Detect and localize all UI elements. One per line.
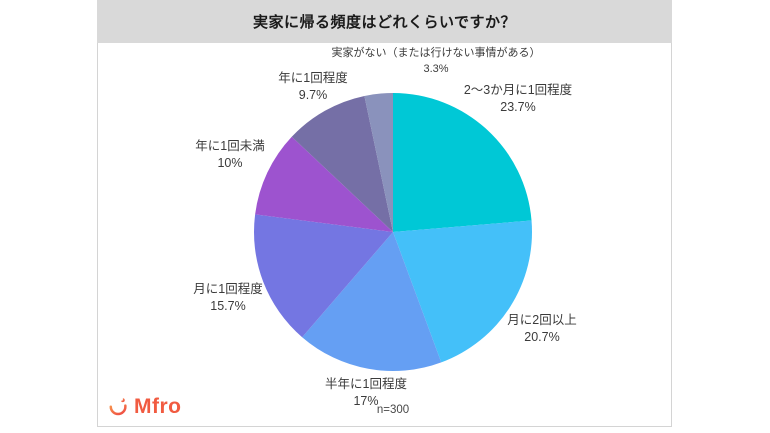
- pie-label-once-a-year: 年に1回程度 9.7%: [278, 70, 347, 104]
- chart-title-bar: 実家に帰る頻度はどれくらいですか？: [97, 0, 672, 43]
- pie-label-text: 月に2回以上: [507, 313, 577, 327]
- pie-label-value: 20.7%: [524, 330, 560, 344]
- pie-label-twice-a-month: 月に2回以上 20.7%: [507, 312, 576, 346]
- mfro-logo-icon: [109, 397, 127, 415]
- pie-slice-6: [364, 93, 393, 232]
- pie-slice-4: [255, 136, 393, 232]
- pie-label-value: 23.7%: [500, 100, 536, 114]
- pie-slice-2: [302, 232, 442, 371]
- pie-slice-0: [393, 93, 532, 232]
- pie-label-every-half-year: 半年に1回程度 17%: [325, 376, 407, 410]
- pie-label-text: 半年に1回程度: [325, 377, 407, 391]
- pie-slice-5: [291, 95, 393, 232]
- mfro-logo-text: Mfro: [134, 395, 182, 418]
- pie-label-value: 17%: [353, 394, 379, 408]
- pie-label-no-home: 実家がない（または行けない事情がある） 3.3%: [332, 45, 541, 77]
- pie-label-value: 3.3%: [423, 63, 449, 75]
- pie-chart: [253, 93, 533, 371]
- chart-title: 実家に帰る頻度はどれくらいですか？: [252, 14, 517, 31]
- pie-label-once-a-month: 月に1回程度 15.7%: [193, 281, 262, 315]
- pie-slice-3: [253, 214, 393, 338]
- pie-slice-1: [393, 220, 533, 363]
- pie-label-text: 実家がない（または行けない事情がある）: [331, 47, 541, 59]
- pie-label-text: 年に1回程度: [278, 71, 348, 85]
- mfro-logo: Mfro: [106, 393, 182, 421]
- pie-label-value: 10%: [217, 156, 243, 170]
- pie-label-less-than-once-a-year: 年に1回未満 10%: [195, 138, 264, 172]
- pie-label-value: 15.7%: [210, 299, 246, 313]
- pie-label-value: 9.7%: [298, 88, 328, 102]
- sample-size-note: n=300: [376, 404, 410, 416]
- pie-chart-container: [253, 92, 533, 372]
- pie-label-text: 2〜3か月に1回程度: [463, 83, 573, 97]
- pie-label-text: 月に1回程度: [193, 282, 263, 296]
- pie-label-every-2-3-months: 2〜3か月に1回程度 23.7%: [464, 82, 572, 116]
- pie-label-text: 年に1回未満: [195, 139, 265, 153]
